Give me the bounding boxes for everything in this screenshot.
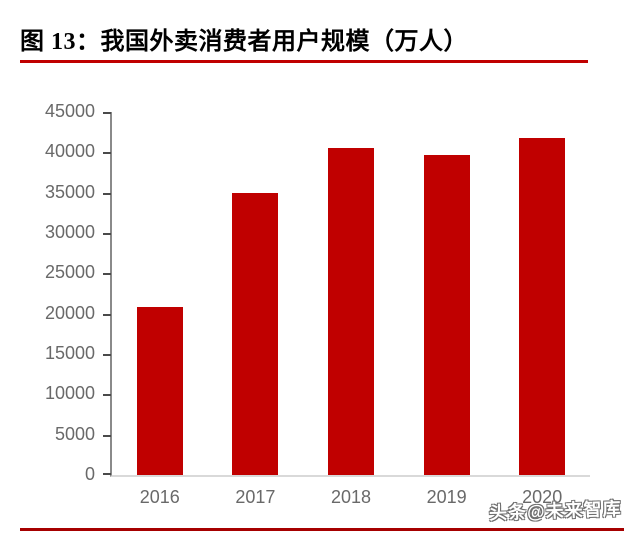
- y-axis-label: 15000: [44, 343, 95, 364]
- y-axis-tick: [103, 233, 111, 235]
- bar-2020: [519, 137, 566, 475]
- y-axis-label: 10000: [44, 383, 95, 404]
- bar-2017: [232, 193, 279, 475]
- y-axis-label: 20000: [44, 302, 95, 323]
- y-axis-tick: [103, 313, 111, 316]
- bar-2016: [136, 307, 183, 475]
- y-axis-label: 35000: [44, 181, 95, 202]
- bar-2018: [328, 148, 374, 475]
- x-axis-label-2018: 2018: [330, 487, 372, 507]
- y-axis-tick: [103, 112, 111, 114]
- y-axis-label: 0: [84, 464, 95, 485]
- x-axis-label-2017: 2017: [235, 487, 276, 507]
- x-axis-label-2016: 2016: [139, 487, 180, 507]
- y-axis-tick: [103, 354, 111, 356]
- y-axis-tick: [103, 473, 111, 475]
- y-axis-tick: [103, 152, 111, 155]
- bar-2019: [423, 154, 470, 475]
- title-underline: [20, 60, 588, 63]
- y-axis-tick: [103, 192, 111, 195]
- y-axis-label: 5000: [54, 423, 95, 444]
- x-axis-label-2020: 2020: [522, 487, 563, 507]
- y-axis-tick: [103, 394, 111, 397]
- y-axis-label: 25000: [44, 262, 95, 283]
- y-axis-tick: [103, 434, 111, 437]
- y-axis-label: 40000: [44, 141, 95, 162]
- plot-area: 0 5000 10000 15000 20000 25000 30000 35000 40000…: [45, 101, 590, 507]
- watermark: 头条@未来智库: [489, 498, 623, 524]
- figure-title: 图 13：我国外卖消费者用户规模（万人）: [20, 29, 468, 55]
- y-axis-tick: [103, 273, 111, 276]
- bottom-rule: [20, 528, 624, 531]
- y-axis-label: 30000: [44, 222, 95, 243]
- x-axis-label-2019: 2019: [426, 487, 467, 507]
- y-axis-label: 45000: [44, 101, 95, 122]
